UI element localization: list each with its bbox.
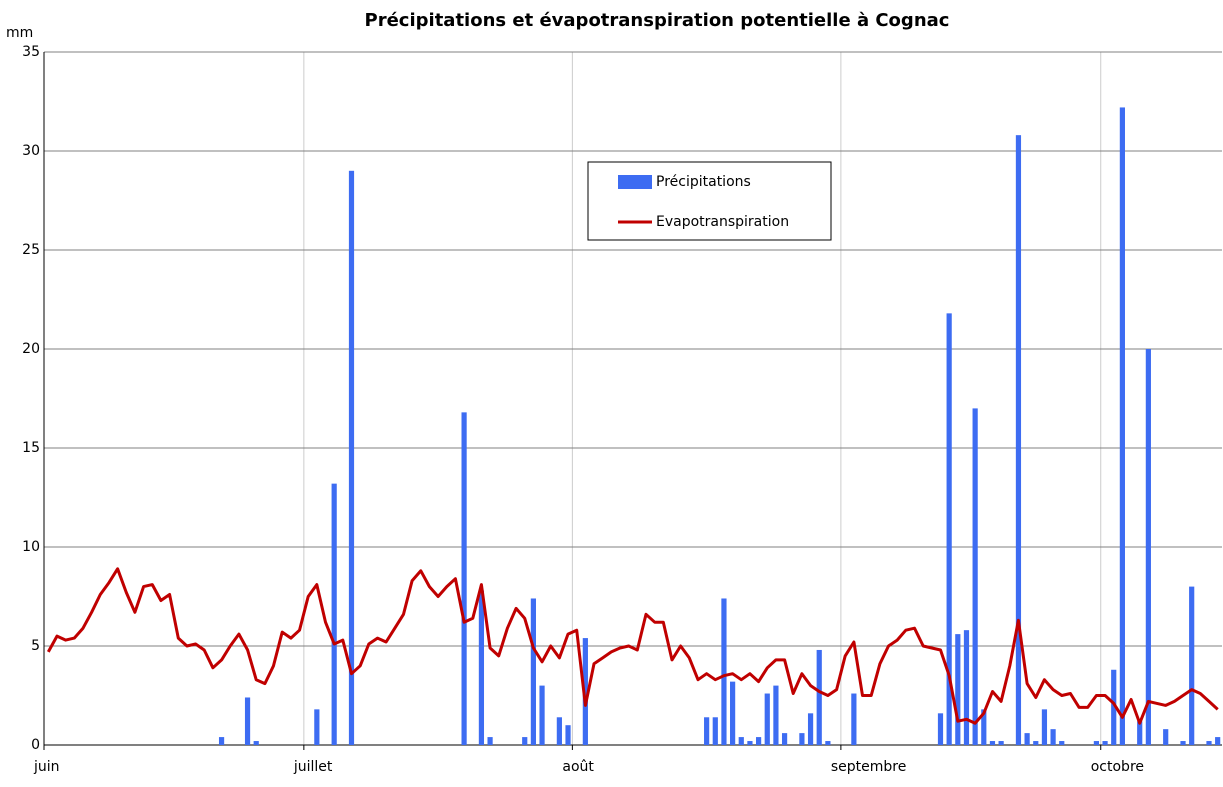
- bar: [556, 717, 562, 745]
- legend-label: Précipitations: [656, 174, 751, 190]
- y-tick-label: 5: [31, 638, 40, 654]
- bar: [781, 733, 788, 745]
- bar: [799, 733, 805, 745]
- bar: [1137, 721, 1143, 745]
- y-tick-label: 10: [22, 539, 40, 555]
- line: [46, 567, 1219, 725]
- bar: [998, 741, 1004, 745]
- x-tick-label: juillet: [293, 759, 333, 775]
- bar: [704, 717, 710, 745]
- legend: [587, 161, 832, 241]
- bar: [331, 483, 337, 745]
- y-axis-label: mm: [6, 25, 33, 41]
- x-tick-label: octobre: [1091, 759, 1144, 775]
- bar: [963, 630, 970, 745]
- y-tick-label: 35: [22, 44, 40, 60]
- y-tick-label: 15: [22, 440, 40, 456]
- bar: [565, 725, 571, 745]
- bar: [937, 713, 944, 745]
- chart-title: Précipitations et évapotranspiration pot…: [365, 10, 950, 31]
- bar: [1119, 107, 1125, 745]
- bar: [253, 741, 259, 745]
- bar: [764, 693, 770, 745]
- bar: [1033, 741, 1039, 745]
- bar: [522, 737, 528, 745]
- bar: [738, 737, 744, 745]
- y-tick-label: 30: [22, 143, 40, 159]
- bar: [582, 638, 588, 745]
- bar: [530, 598, 536, 745]
- bar: [1180, 741, 1186, 745]
- bar: [1145, 349, 1151, 745]
- bar: [487, 737, 493, 745]
- bar: [981, 709, 987, 745]
- bar: [755, 737, 762, 745]
- bar: [244, 697, 251, 745]
- bar: [730, 681, 736, 745]
- bar: [1093, 741, 1100, 745]
- x-tick-label: juin: [33, 759, 60, 775]
- bar: [1059, 741, 1065, 745]
- legend-swatch: [618, 175, 652, 189]
- bar: [1189, 586, 1195, 745]
- bar: [825, 741, 831, 745]
- bar: [851, 693, 857, 745]
- bar: [1102, 741, 1108, 745]
- bar: [712, 717, 718, 745]
- y-tick-label: 20: [22, 341, 40, 357]
- bar: [539, 685, 545, 745]
- bar: [461, 412, 467, 745]
- bar: [314, 709, 320, 745]
- y-tick-label: 0: [31, 737, 40, 753]
- bar: [807, 713, 814, 745]
- bar: [1215, 737, 1221, 745]
- bar: [773, 685, 779, 745]
- bar: [747, 741, 753, 745]
- bar: [478, 590, 485, 745]
- bar: [946, 313, 952, 745]
- bar: [721, 598, 727, 745]
- bar: [1015, 135, 1022, 745]
- bar: [972, 408, 978, 745]
- bar: [989, 741, 996, 745]
- bar: [218, 737, 225, 745]
- bar: [955, 634, 961, 745]
- x-tick-label: août: [562, 759, 594, 775]
- bar: [348, 170, 355, 746]
- bar: [1024, 733, 1030, 745]
- bar: [1111, 669, 1117, 745]
- x-tick-label: septembre: [831, 759, 906, 775]
- bar: [1206, 741, 1212, 745]
- bar: [1050, 729, 1056, 745]
- bar: [816, 649, 822, 745]
- bar: [1163, 729, 1169, 745]
- y-tick-label: 25: [22, 242, 40, 258]
- bar: [1041, 709, 1048, 745]
- legend-label: Evapotranspiration: [656, 214, 789, 230]
